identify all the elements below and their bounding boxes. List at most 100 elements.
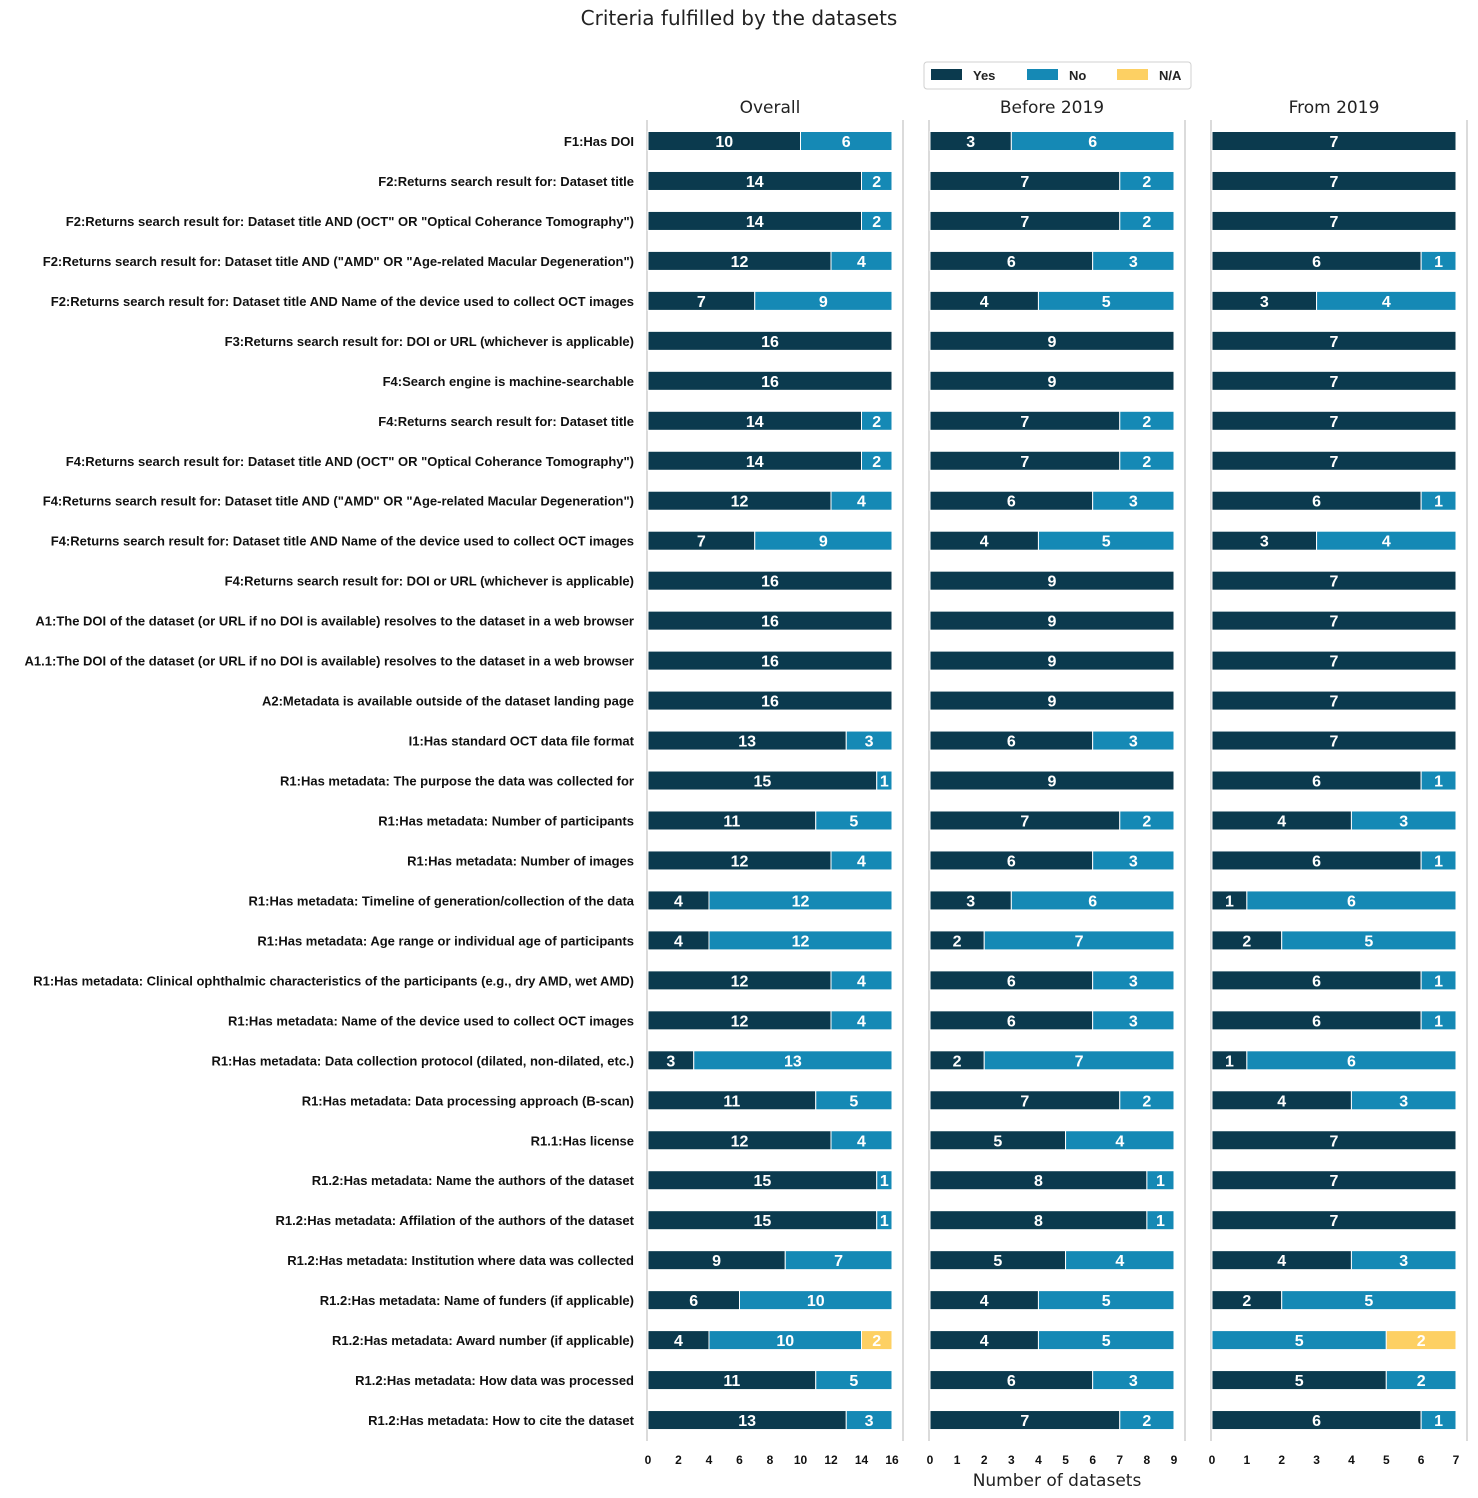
bar-value-label: 7 <box>1330 734 1339 751</box>
bar-value-label: 14 <box>746 214 764 231</box>
row-label: F2:Returns search result for: Dataset ti… <box>51 294 634 309</box>
bar-no <box>815 1370 893 1391</box>
row-label: R1.2:Has metadata: Name the authors of t… <box>312 1173 635 1188</box>
legend-swatch <box>1027 69 1058 80</box>
bar-no <box>815 810 893 831</box>
x-tick-label: 0 <box>645 1453 652 1467</box>
bar-value-label: 7 <box>1020 1093 1029 1110</box>
legend-label: No <box>1069 68 1086 83</box>
legend: Yes No N/A <box>923 61 1192 90</box>
bar-no <box>845 730 893 751</box>
bar-no <box>1119 810 1175 831</box>
bar-no <box>830 490 893 511</box>
bar-no <box>800 131 893 151</box>
bar-value-label: 4 <box>857 254 866 271</box>
bar-value-label: 6 <box>842 134 851 151</box>
bar-value-label: 10 <box>715 134 733 151</box>
panel-title: Overall <box>740 98 801 118</box>
bar-value-label: 12 <box>731 494 749 511</box>
bar-no <box>784 1250 893 1271</box>
bar-value-label: 9 <box>819 294 828 311</box>
bar-no <box>1316 530 1457 551</box>
bar-yes <box>1211 170 1457 191</box>
bar-value-label: 12 <box>731 1133 749 1150</box>
bar-value-label: 4 <box>857 853 866 870</box>
bar-value-label: 6 <box>1007 734 1016 751</box>
bar-value-label: 5 <box>1295 1333 1304 1350</box>
bar-value-label: 1 <box>880 774 889 791</box>
bar-no <box>1037 530 1175 551</box>
bar-yes <box>647 330 893 351</box>
bar-value-label: 11 <box>723 1093 740 1110</box>
bar-no <box>1316 290 1457 311</box>
bar-value-label: 11 <box>723 1373 740 1390</box>
bar-no <box>1281 930 1457 951</box>
bar-value-label: 9 <box>1048 374 1057 391</box>
bar-value-label: 2 <box>872 214 881 231</box>
bar-value-label: 7 <box>1330 1133 1339 1150</box>
x-tick-label: 6 <box>1418 1453 1425 1467</box>
bar-no <box>1119 410 1175 431</box>
bar-value-label: 6 <box>1312 494 1321 511</box>
bar-no <box>1420 1010 1457 1031</box>
bar-value-label: 7 <box>1330 654 1339 671</box>
bar-value-label: 4 <box>857 1013 866 1030</box>
x-tick-label: 3 <box>1313 1453 1320 1467</box>
row-label: R1.2:Has metadata: Institution where dat… <box>287 1253 634 1268</box>
bar-value-label: 7 <box>1075 1053 1084 1070</box>
bar-no <box>1119 1410 1175 1431</box>
bar-no <box>1092 970 1175 991</box>
bar-value-label: 2 <box>1142 414 1151 431</box>
x-tick-label: 12 <box>824 1453 838 1467</box>
row-label: F2:Returns search result for: Dataset ti… <box>378 174 634 189</box>
bar-value-label: 7 <box>1330 414 1339 431</box>
bar-yes <box>1211 690 1457 711</box>
bar-value-label: 1 <box>1434 254 1443 271</box>
row-label: R1:Has metadata: Data processing approac… <box>302 1093 634 1108</box>
bar-value-label: 16 <box>761 694 779 711</box>
bar-no <box>1420 250 1457 271</box>
bar-value-label: 2 <box>872 174 881 191</box>
bar-value-label: 1 <box>1434 853 1443 870</box>
bar-no <box>830 250 893 271</box>
bar-yes <box>929 330 1175 351</box>
bar-no <box>1092 730 1175 751</box>
bar-value-label: 4 <box>980 1333 989 1350</box>
bar-value-label: 1 <box>880 1213 889 1230</box>
bar-value-label: 13 <box>784 1053 802 1070</box>
bar-no <box>861 210 893 231</box>
row-label: R1.2:Has metadata: Name of funders (if a… <box>320 1293 634 1308</box>
bar-value-label: 15 <box>753 1213 771 1230</box>
x-tick-label: 0 <box>1209 1453 1216 1467</box>
row-label: A1:The DOI of the dataset (or URL if no … <box>35 614 634 629</box>
panel: From 2019 0 1 2 3 4 5 6 7 7 7 7 6 1 3 4 7 7 7 7 6 1 3 4 7 7 7 7 7 6 1 4… <box>1209 98 1468 1467</box>
bar-value-label: 2 <box>1142 174 1151 191</box>
bar-no <box>830 970 893 991</box>
bar-value-label: 7 <box>1330 374 1339 391</box>
bar-yes <box>1211 450 1457 471</box>
bar-value-label: 15 <box>753 774 771 791</box>
bar-value-label: 4 <box>1277 1093 1286 1110</box>
bar-value-label: 16 <box>761 374 779 391</box>
row-label: A1.1:The DOI of the dataset (or URL if n… <box>25 654 634 669</box>
row-label: F4:Returns search result for: Dataset ti… <box>51 534 634 549</box>
bar-value-label: 12 <box>792 893 810 910</box>
x-tick-label: 1 <box>954 1453 961 1467</box>
bar-no <box>876 770 893 791</box>
bar-value-label: 6 <box>1312 973 1321 990</box>
bar-value-label: 7 <box>834 1253 843 1270</box>
panel: Before 2019 0 1 2 3 4 5 6 7 8 9 3 6 7 2 7 2 6 3 4 5 9 9 7 2 7 2 6 3 4… <box>927 98 1186 1467</box>
bar-value-label: 6 <box>1312 774 1321 791</box>
x-tick-label: 8 <box>1144 1453 1151 1467</box>
bar-value-label: 3 <box>1399 1093 1408 1110</box>
bar-value-label: 12 <box>731 853 749 870</box>
x-tick-label: 4 <box>706 1453 713 1467</box>
bar-na <box>1385 1330 1457 1351</box>
bar-value-label: 6 <box>1088 134 1097 151</box>
bar-value-label: 1 <box>1225 1053 1234 1070</box>
bar-yes <box>647 570 893 591</box>
bar-value-label: 2 <box>872 454 881 471</box>
bar-value-label: 9 <box>1048 774 1057 791</box>
row-label: F4:Returns search result for: Dataset ti… <box>378 414 634 429</box>
row-label: R1:Has metadata: Clinical ophthalmic cha… <box>33 973 634 988</box>
